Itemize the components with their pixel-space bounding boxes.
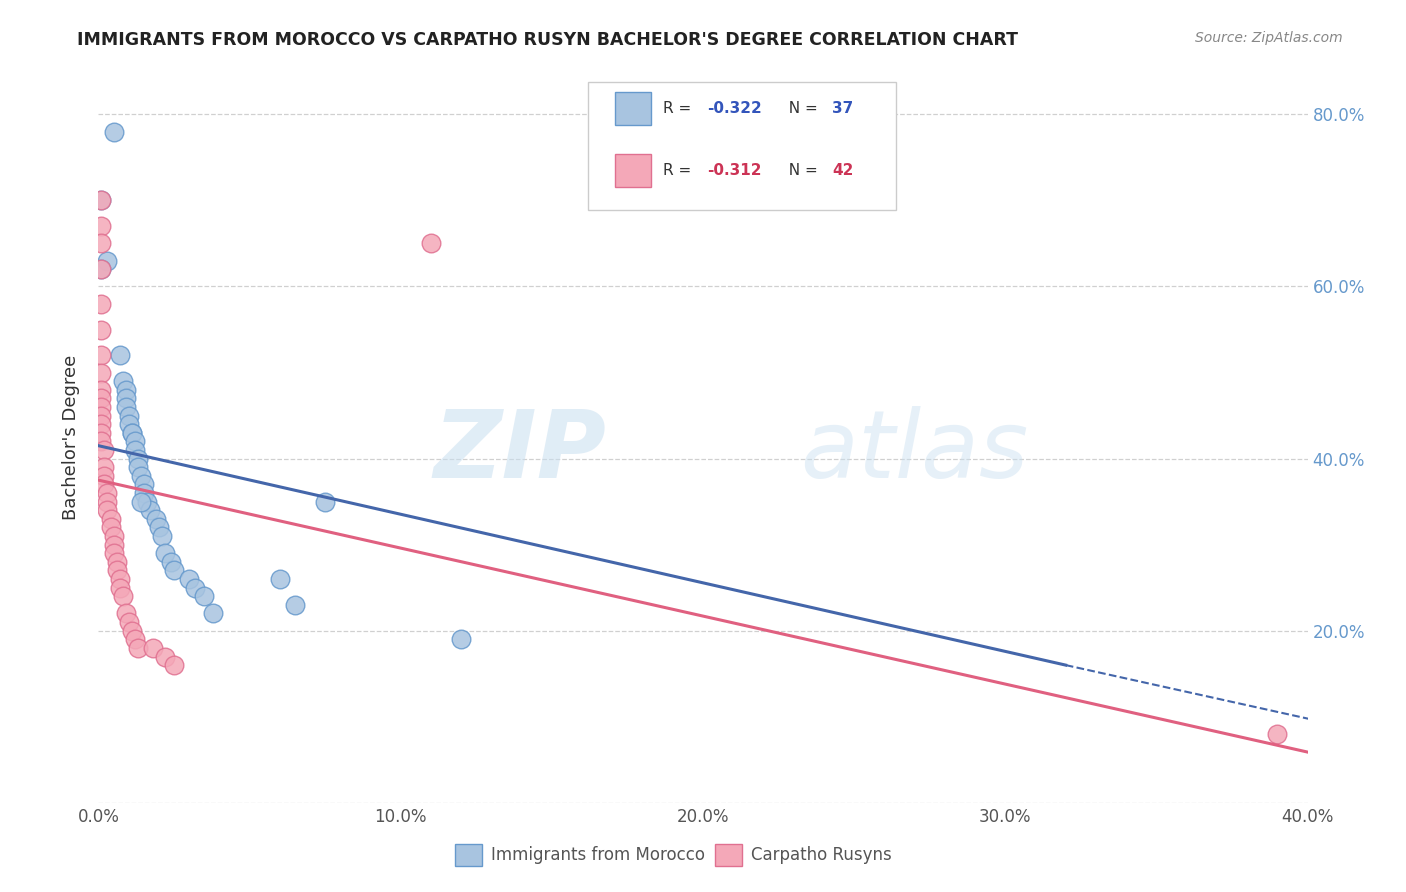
- FancyBboxPatch shape: [456, 845, 482, 866]
- Point: [90, 262, 112, 277]
- Point: [93, 468, 115, 483]
- Point: [121, 425, 143, 440]
- Point: [127, 460, 149, 475]
- Point: [90, 348, 112, 362]
- Point: [90, 425, 112, 440]
- Point: [103, 546, 125, 560]
- FancyBboxPatch shape: [716, 845, 742, 866]
- Point: [450, 632, 472, 647]
- Point: [90, 366, 112, 380]
- Point: [129, 468, 152, 483]
- Point: [284, 598, 307, 612]
- Text: -0.312: -0.312: [707, 163, 761, 178]
- Point: [124, 442, 146, 457]
- Point: [139, 503, 162, 517]
- Point: [93, 460, 115, 475]
- Text: IMMIGRANTS FROM MOROCCO VS CARPATHO RUSYN BACHELOR'S DEGREE CORRELATION CHART: IMMIGRANTS FROM MOROCCO VS CARPATHO RUSY…: [77, 31, 1018, 49]
- Point: [129, 494, 152, 508]
- Text: -0.322: -0.322: [707, 101, 762, 116]
- Point: [100, 512, 122, 526]
- Point: [90, 194, 112, 208]
- Text: N =: N =: [779, 163, 823, 178]
- Point: [96, 486, 118, 500]
- Point: [132, 477, 155, 491]
- Point: [90, 322, 112, 336]
- Point: [90, 262, 112, 277]
- Text: Immigrants from Morocco: Immigrants from Morocco: [492, 847, 706, 864]
- Point: [193, 589, 215, 603]
- Point: [124, 434, 146, 449]
- Point: [103, 125, 125, 139]
- Point: [103, 538, 125, 552]
- Point: [135, 494, 157, 508]
- Text: 37: 37: [832, 101, 853, 116]
- Point: [118, 417, 141, 432]
- FancyBboxPatch shape: [614, 154, 651, 187]
- Text: R =: R =: [664, 163, 696, 178]
- Point: [96, 253, 118, 268]
- FancyBboxPatch shape: [588, 82, 897, 211]
- Point: [103, 529, 125, 543]
- Point: [90, 434, 112, 449]
- Point: [114, 607, 136, 621]
- Point: [124, 632, 146, 647]
- Point: [90, 383, 112, 397]
- Text: Carpatho Rusyns: Carpatho Rusyns: [751, 847, 893, 864]
- Text: Source: ZipAtlas.com: Source: ZipAtlas.com: [1195, 31, 1343, 45]
- Point: [160, 555, 183, 569]
- Point: [145, 512, 167, 526]
- Point: [127, 451, 149, 466]
- Point: [150, 529, 173, 543]
- Point: [148, 520, 170, 534]
- Point: [114, 400, 136, 414]
- Point: [90, 400, 112, 414]
- Point: [96, 494, 118, 508]
- Y-axis label: Bachelor's Degree: Bachelor's Degree: [62, 354, 80, 520]
- Point: [90, 296, 112, 310]
- Text: ZIP: ZIP: [433, 406, 606, 498]
- Point: [114, 383, 136, 397]
- Point: [118, 409, 141, 423]
- Point: [111, 374, 134, 388]
- Point: [111, 589, 134, 603]
- Point: [105, 564, 128, 578]
- Point: [93, 442, 115, 457]
- Point: [314, 494, 336, 508]
- Point: [132, 486, 155, 500]
- Text: N =: N =: [779, 101, 823, 116]
- Point: [90, 409, 112, 423]
- Point: [118, 615, 141, 629]
- Point: [202, 607, 225, 621]
- Point: [90, 417, 112, 432]
- Point: [90, 392, 112, 406]
- Point: [93, 477, 115, 491]
- Point: [121, 425, 143, 440]
- Point: [105, 555, 128, 569]
- Point: [420, 236, 443, 251]
- Point: [121, 624, 143, 638]
- Point: [114, 392, 136, 406]
- Point: [163, 564, 186, 578]
- Point: [1267, 727, 1289, 741]
- Text: atlas: atlas: [800, 406, 1028, 497]
- Point: [184, 581, 207, 595]
- FancyBboxPatch shape: [614, 92, 651, 125]
- Point: [90, 219, 112, 234]
- Point: [90, 236, 112, 251]
- Point: [142, 640, 165, 655]
- Point: [108, 572, 131, 586]
- Point: [108, 348, 131, 362]
- Text: R =: R =: [664, 101, 696, 116]
- Point: [90, 194, 112, 208]
- Point: [153, 649, 176, 664]
- Point: [100, 520, 122, 534]
- Point: [153, 546, 176, 560]
- Point: [179, 572, 201, 586]
- Text: 42: 42: [832, 163, 853, 178]
- Point: [127, 640, 149, 655]
- Point: [96, 503, 118, 517]
- Point: [163, 658, 186, 673]
- Point: [108, 581, 131, 595]
- Point: [269, 572, 291, 586]
